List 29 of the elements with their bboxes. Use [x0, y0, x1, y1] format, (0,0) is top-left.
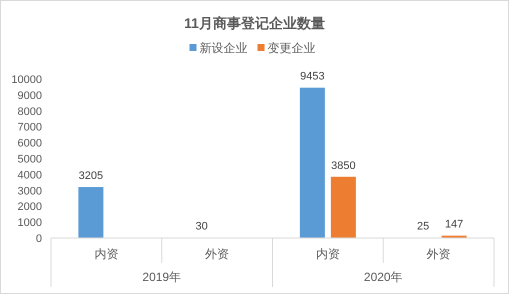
y-tick-label: 1000	[18, 217, 42, 230]
x-tick-label: 内资	[316, 247, 340, 261]
data-label: 147	[444, 218, 464, 231]
data-label: 25	[417, 220, 430, 233]
y-tick-label: 2000	[18, 201, 42, 214]
chart-title: 11月商事登记企业数量	[184, 15, 325, 31]
x-tick-label: 内资	[94, 247, 118, 261]
y-tick-label: 8000	[18, 106, 42, 118]
bar	[330, 176, 356, 238]
text: 2020年	[364, 270, 403, 284]
y-tick-label: 4000	[18, 169, 42, 182]
bar	[78, 187, 104, 238]
y-tick-label: 6000	[18, 138, 42, 150]
x-tick-label: 外资	[205, 247, 230, 261]
legend-label: 变更企业	[268, 41, 316, 55]
y-tick-label: 10000	[11, 74, 42, 86]
data-label: 3850	[331, 160, 356, 172]
y-tick-label: 7000	[18, 122, 42, 134]
data-label: 3205	[78, 170, 104, 182]
data-label: 30	[196, 220, 208, 233]
y-tick-label: 0	[36, 233, 42, 245]
legend-label: 新设企业	[200, 41, 248, 55]
text: 2019年	[142, 270, 182, 284]
bar	[300, 88, 325, 238]
x-tick-label: 外资	[426, 247, 451, 261]
data-label: 9453	[300, 70, 325, 83]
y-tick-label: 9000	[18, 90, 42, 102]
y-tick-label: 3000	[18, 185, 42, 198]
y-tick-label: 5000	[18, 154, 42, 166]
